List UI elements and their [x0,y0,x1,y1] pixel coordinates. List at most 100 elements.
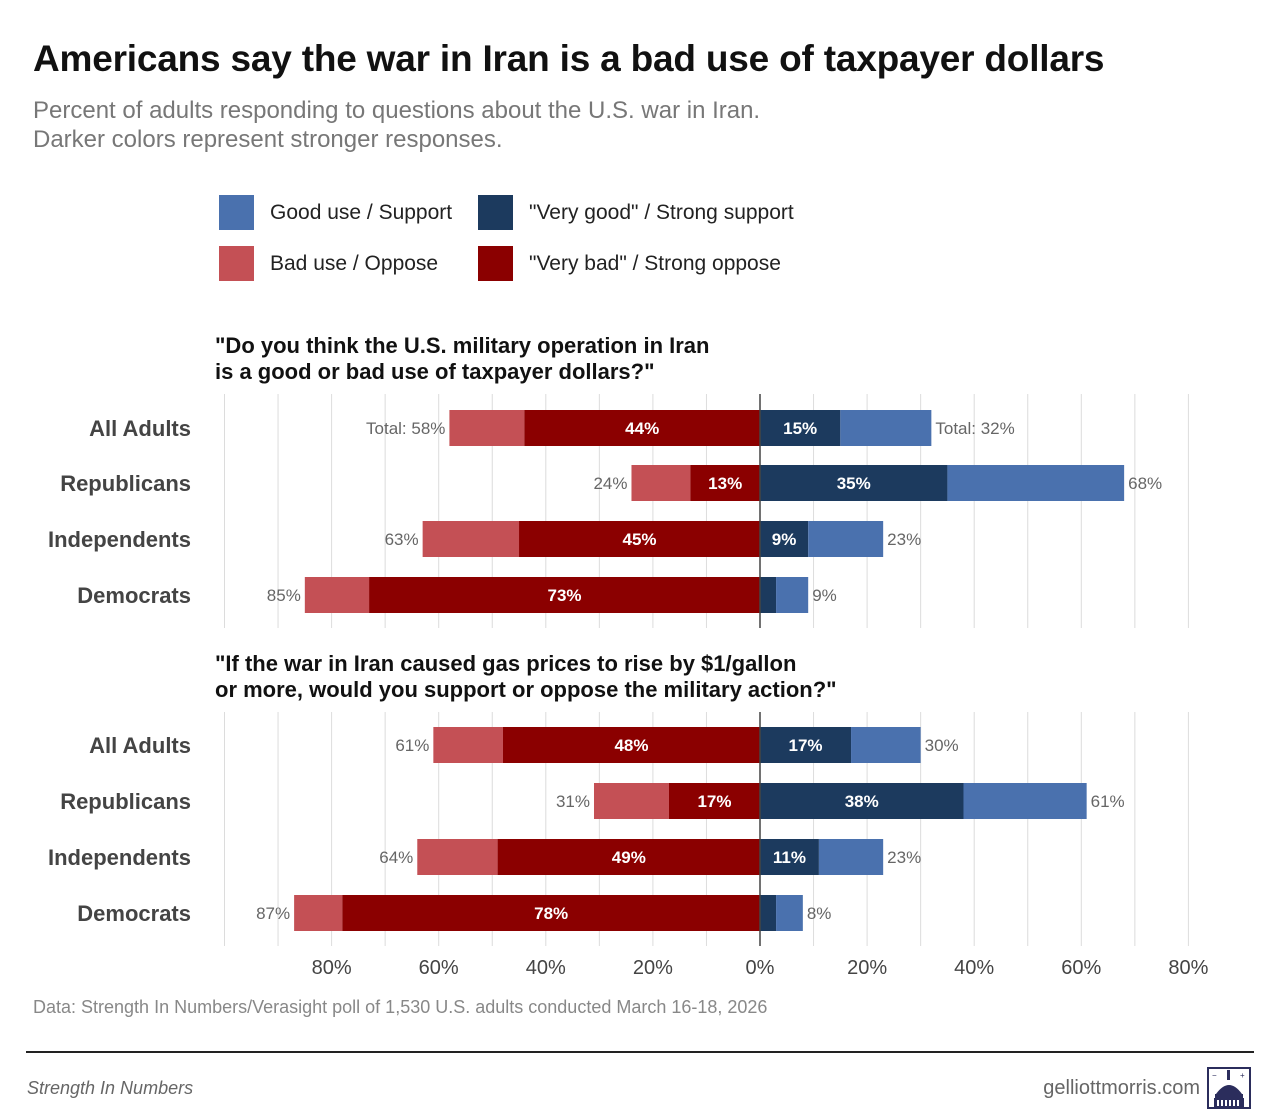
bar-strong-oppose [497,839,760,875]
strong-support-label: 11% [773,848,806,867]
strong-oppose-label: 45% [622,530,656,549]
row-label: Republicans [60,789,191,814]
row-label: All Adults [89,733,191,758]
x-tick-label: 40% [954,957,994,979]
bar-oppose [631,465,691,501]
legend-item-strong-support: "Very good" / Strong support [478,195,794,230]
question-1-title: "Do you think the U.S. military operatio… [215,333,709,385]
bar-support [818,839,884,875]
total-oppose-label: Total: 58% [366,419,445,438]
legend-swatch-strong-support [478,195,513,230]
bar-strong-support [760,783,964,819]
question-1-line-2: is a good or bad use of taxpayer dollars… [215,359,655,384]
chart-title: Americans say the war in Iran is a bad u… [33,38,1105,79]
x-tick-label: 60% [419,957,459,979]
strong-support-label: 9% [772,530,797,549]
total-support-label: 61% [1091,792,1125,811]
bar-support [851,727,921,763]
question-2-line-2: or more, would you support or oppose the… [215,677,837,702]
bar-strong-support [760,839,819,875]
row-label: Democrats [77,901,191,926]
total-oppose-label: 31% [556,792,590,811]
total-oppose-label: 87% [256,904,290,923]
total-support-label: 30% [925,736,959,755]
bar-oppose [422,521,520,557]
bar-oppose [304,577,370,613]
x-tick-label: 0% [746,957,775,979]
row-label: All Adults [89,416,191,441]
bar-oppose [433,727,503,763]
bar-oppose [449,410,525,446]
question-2-line-1: "If the war in Iran caused gas prices to… [215,651,797,676]
x-tick-label: 60% [1061,957,1101,979]
legend-swatch-oppose [219,246,254,281]
bar-strong-oppose [519,521,760,557]
strong-support-label: 35% [837,474,871,493]
strong-oppose-label: 13% [708,474,742,493]
bar-oppose [417,839,498,875]
legend-label: "Very bad" / Strong oppose [529,251,781,275]
bar-strong-support [760,895,777,931]
row-label: Republicans [60,471,191,496]
bar-oppose [593,783,669,819]
bar-support [947,465,1125,501]
total-oppose-label: 64% [379,848,413,867]
bar-support [840,410,932,446]
subtitle-line-2: Darker colors represent stronger respons… [33,126,503,153]
total-support-label: 8% [807,904,832,923]
footer-divider [26,1051,1254,1053]
bar-strong-support [760,410,841,446]
strong-oppose-label: 49% [612,848,646,867]
subtitle-line-1: Percent of adults responding to question… [33,97,761,124]
capitol-building-icon: − + [1207,1067,1251,1109]
x-tick-label: 80% [1168,957,1208,979]
bar-strong-support [760,521,809,557]
x-tick-label: 40% [526,957,566,979]
legend-item-support: Good use / Support [219,195,452,230]
legend-label: "Very good" / Strong support [529,200,794,224]
strong-oppose-label: 44% [625,419,659,438]
strong-support-label: 17% [789,736,823,755]
x-tick-label: 80% [312,957,352,979]
bar-strong-support [760,577,777,613]
legend-swatch-support [219,195,254,230]
bar-strong-support [760,465,948,501]
strong-oppose-label: 48% [614,736,648,755]
bar-strong-oppose [690,465,760,501]
row-label: Independents [48,845,191,870]
footer-brand: Strength In Numbers [27,1078,194,1098]
total-support-label: Total: 32% [935,419,1014,438]
legend-label: Good use / Support [270,200,453,224]
total-oppose-label: 24% [593,474,627,493]
row-label: Independents [48,527,191,552]
chart-subtitle: Percent of adults responding to question… [33,96,760,154]
total-oppose-label: 63% [385,530,419,549]
strong-oppose-label: 73% [548,586,582,605]
total-support-label: 23% [887,848,921,867]
bar-support [808,521,884,557]
total-support-label: 23% [887,530,921,549]
x-tick-label: 20% [633,957,673,979]
strong-support-label: 15% [783,419,817,438]
question-2-title: "If the war in Iran caused gas prices to… [215,651,837,703]
legend-swatch-strong-oppose [478,246,513,281]
bar-strong-oppose [502,727,760,763]
legend-label: Bad use / Oppose [270,251,439,275]
footer-website: gelliottmorris.com [1043,1077,1200,1099]
legend-item-strong-oppose: "Very bad" / Strong oppose [478,246,781,281]
row-label: Democrats [77,583,191,608]
bar-support [963,783,1087,819]
bar-support [776,577,809,613]
x-tick-label: 20% [847,957,887,979]
total-support-label: 9% [812,586,837,605]
total-oppose-label: 85% [267,586,301,605]
bar-strong-oppose [668,783,760,819]
total-support-label: 68% [1128,474,1162,493]
bar-strong-oppose [342,895,760,931]
question-1-line-1: "Do you think the U.S. military operatio… [215,333,710,358]
strong-oppose-label: 78% [534,904,568,923]
bar-strong-oppose [369,577,760,613]
svg-text:+: + [1240,1071,1245,1080]
strong-support-label: 38% [845,792,879,811]
